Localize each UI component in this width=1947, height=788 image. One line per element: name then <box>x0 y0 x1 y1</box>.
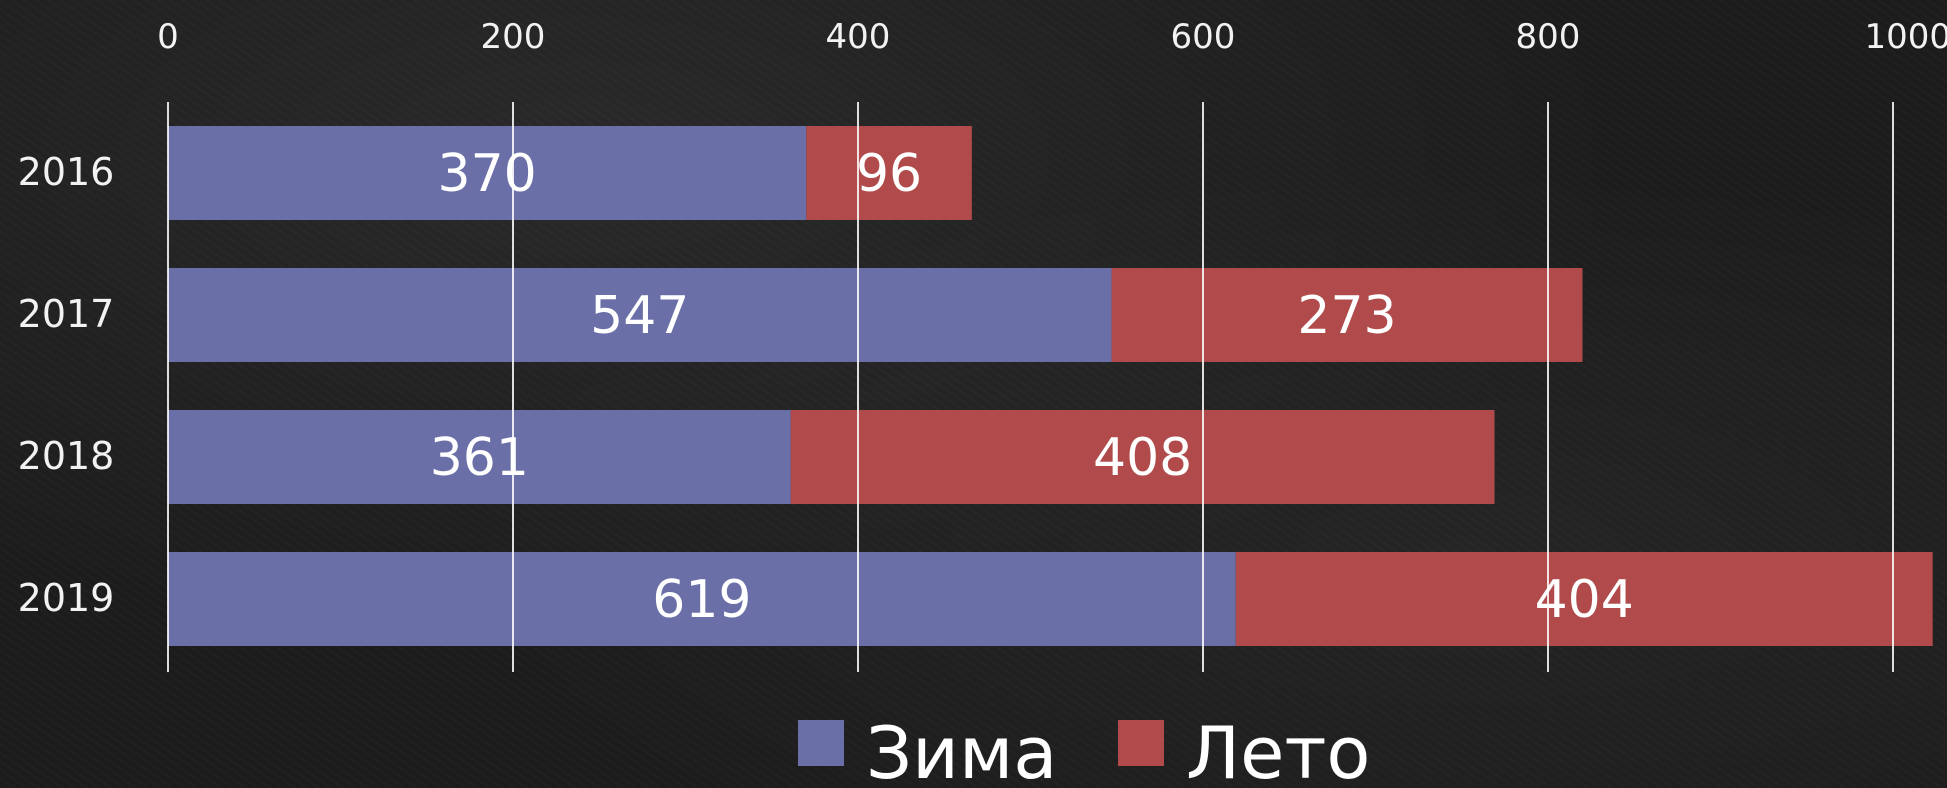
x-tick-label: 200 <box>481 17 546 57</box>
data-label-2017-series-1: 547 <box>590 286 689 346</box>
data-label-2018-series-1: 361 <box>430 428 529 488</box>
x-tick-label: 1000 <box>1864 17 1947 57</box>
bar-2016-series-1 <box>168 126 807 220</box>
category-label: 2017 <box>18 292 115 336</box>
data-label-2019-series-1: 619 <box>652 570 751 630</box>
x-tick-label: 800 <box>1516 17 1581 57</box>
legend-label-series-2: Лето <box>1186 711 1370 788</box>
data-label-2018-series-2: 408 <box>1093 428 1192 488</box>
bar-2019-series-2 <box>1235 552 1933 646</box>
bar-2016-series-2 <box>806 126 972 220</box>
category-label: 2016 <box>18 150 115 194</box>
x-tick-label: 0 <box>157 17 179 57</box>
category-label: 2019 <box>18 576 115 620</box>
category-label: 2018 <box>18 434 115 478</box>
legend-swatch-series-1 <box>798 720 844 766</box>
legend: Зима Лето <box>798 711 1370 788</box>
data-labels: 370 96 547 273 361 408 619 404 <box>430 144 1634 630</box>
data-label-2019-series-2: 404 <box>1535 570 1634 630</box>
legend-label-series-1: Зима <box>866 711 1057 788</box>
legend-swatch-series-2 <box>1118 720 1164 766</box>
bar-2017-series-1 <box>168 268 1112 362</box>
bar-2018-series-1 <box>168 410 791 504</box>
bar-2019-series-1 <box>168 552 1236 646</box>
y-axis-categories: 2016 2017 2018 2019 <box>18 150 115 620</box>
bar-2018-series-2 <box>790 410 1495 504</box>
data-label-2016-series-1: 370 <box>437 144 536 204</box>
x-axis-ticks: 0 200 400 600 800 1000 <box>157 17 1947 57</box>
gridlines <box>167 102 1894 672</box>
x-tick-label: 400 <box>826 17 891 57</box>
data-label-2016-series-2: 96 <box>856 144 922 204</box>
bar-2017-series-2 <box>1111 268 1583 362</box>
data-label-2017-series-2: 273 <box>1297 286 1396 346</box>
x-tick-label: 600 <box>1171 17 1236 57</box>
bars-group <box>168 126 1933 646</box>
